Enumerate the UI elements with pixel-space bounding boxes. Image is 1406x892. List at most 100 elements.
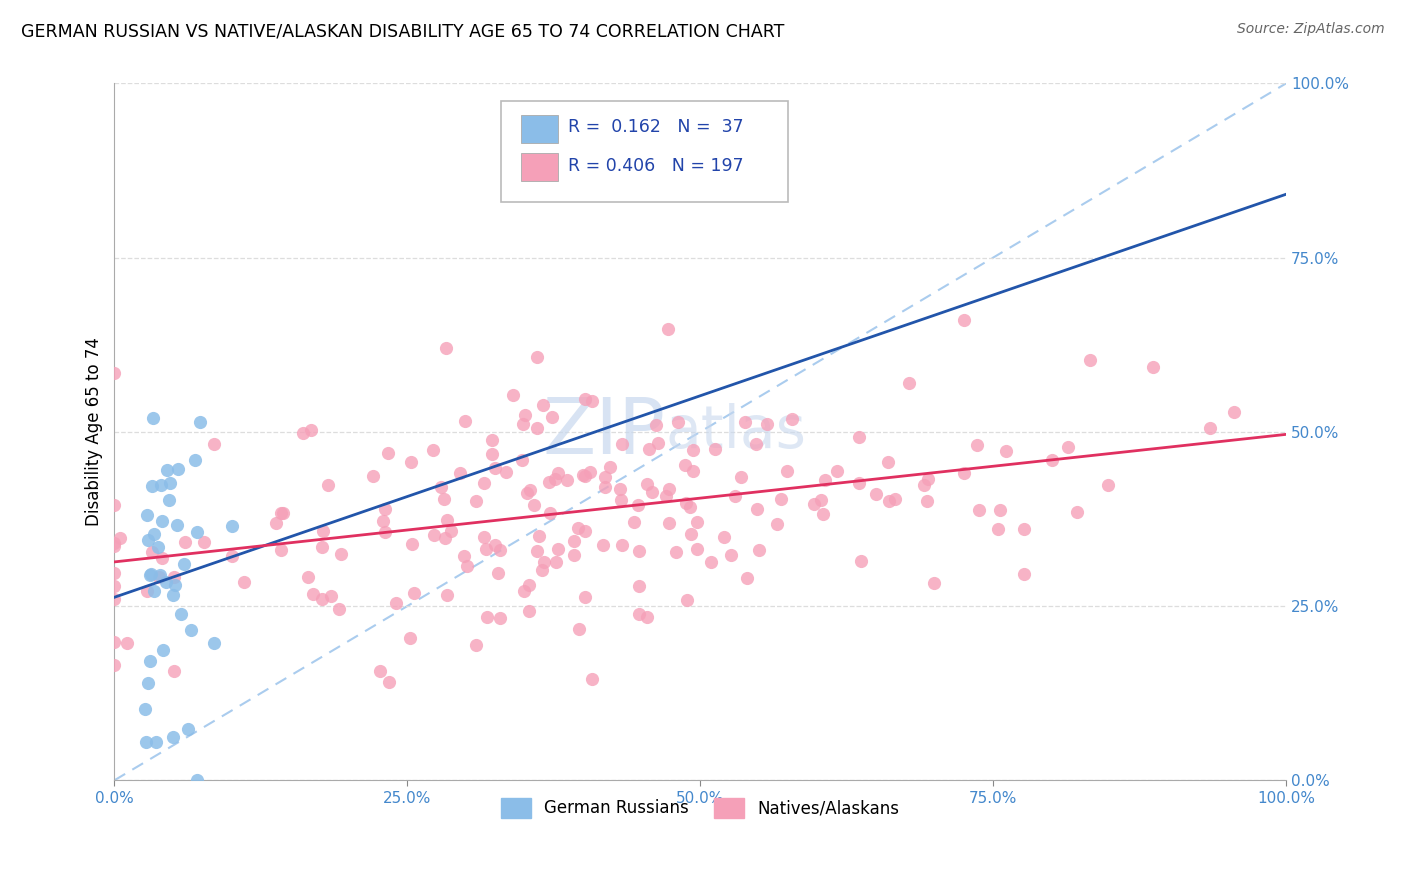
Point — [188, 415, 211, 429]
Point — [883, 491, 905, 506]
Point — [456, 558, 478, 573]
Point — [221, 519, 243, 533]
Point — [813, 507, 835, 521]
Point — [513, 584, 536, 599]
Point — [953, 312, 976, 326]
Point — [526, 421, 548, 435]
Point — [165, 577, 187, 591]
Point — [170, 607, 193, 621]
Point — [422, 443, 444, 458]
Point — [914, 478, 936, 492]
Point — [1040, 453, 1063, 467]
Point — [766, 516, 789, 531]
Point — [162, 589, 184, 603]
Point — [202, 636, 225, 650]
Point — [720, 549, 742, 563]
Point — [666, 416, 689, 430]
Point — [103, 366, 125, 380]
Point — [994, 443, 1017, 458]
Point — [312, 524, 335, 538]
Point — [495, 465, 517, 479]
Point — [401, 537, 423, 551]
Point — [141, 545, 163, 559]
Text: atlas: atlas — [665, 403, 806, 460]
Point — [610, 493, 633, 508]
Point — [567, 520, 589, 534]
Point — [136, 676, 159, 690]
Point — [328, 601, 350, 615]
Point — [1142, 359, 1164, 374]
Point — [610, 538, 633, 552]
Point — [141, 479, 163, 493]
Point — [148, 570, 170, 584]
Point — [270, 543, 292, 558]
Point — [641, 484, 664, 499]
Point — [139, 567, 162, 582]
Point — [917, 471, 939, 485]
Point — [526, 544, 548, 558]
Point — [557, 474, 579, 488]
Point — [103, 579, 125, 593]
Point — [515, 409, 537, 423]
Point — [568, 623, 591, 637]
Point — [655, 489, 678, 503]
Point — [612, 437, 634, 451]
Point — [541, 410, 564, 425]
Point — [627, 498, 650, 512]
Point — [374, 525, 396, 540]
Point — [162, 730, 184, 744]
Point — [472, 530, 495, 544]
Point — [898, 376, 921, 390]
Point — [139, 567, 162, 582]
Point — [581, 393, 603, 408]
Point — [547, 541, 569, 556]
Point — [436, 513, 458, 527]
Point — [167, 461, 190, 475]
Point — [502, 387, 524, 401]
Point — [734, 415, 756, 429]
Point — [538, 506, 561, 520]
Y-axis label: Disability Age 65 to 74: Disability Age 65 to 74 — [86, 337, 103, 526]
Point — [152, 643, 174, 657]
Point — [368, 664, 391, 678]
Point — [221, 549, 243, 563]
Point — [270, 506, 292, 520]
Point — [143, 584, 166, 599]
Point — [1199, 421, 1222, 435]
Point — [769, 491, 792, 506]
Point — [163, 570, 186, 584]
Point — [297, 570, 319, 584]
Point — [776, 464, 799, 478]
Point — [723, 490, 745, 504]
Point — [987, 522, 1010, 536]
Point — [1012, 566, 1035, 581]
Point — [115, 636, 138, 650]
Point — [311, 540, 333, 554]
Point — [180, 623, 202, 637]
Point — [737, 571, 759, 585]
Point — [638, 442, 661, 457]
Point — [623, 515, 645, 529]
Point — [865, 486, 887, 500]
Point — [813, 473, 835, 487]
Point — [384, 596, 406, 610]
Point — [538, 475, 561, 489]
Point — [533, 398, 555, 412]
Legend: German Russians, Natives/Alaskans: German Russians, Natives/Alaskans — [495, 791, 905, 824]
Point — [138, 654, 160, 668]
Point — [673, 458, 696, 472]
Point — [579, 465, 602, 479]
Point — [592, 538, 614, 552]
Point — [475, 610, 498, 624]
Point — [572, 468, 595, 483]
Point — [682, 443, 704, 458]
Point — [454, 414, 477, 428]
Point — [150, 551, 173, 566]
Point — [644, 417, 666, 432]
Point — [527, 529, 550, 543]
Point — [434, 341, 457, 355]
Point — [311, 592, 333, 607]
Point — [966, 438, 988, 452]
Point — [149, 567, 172, 582]
Point — [433, 531, 456, 545]
